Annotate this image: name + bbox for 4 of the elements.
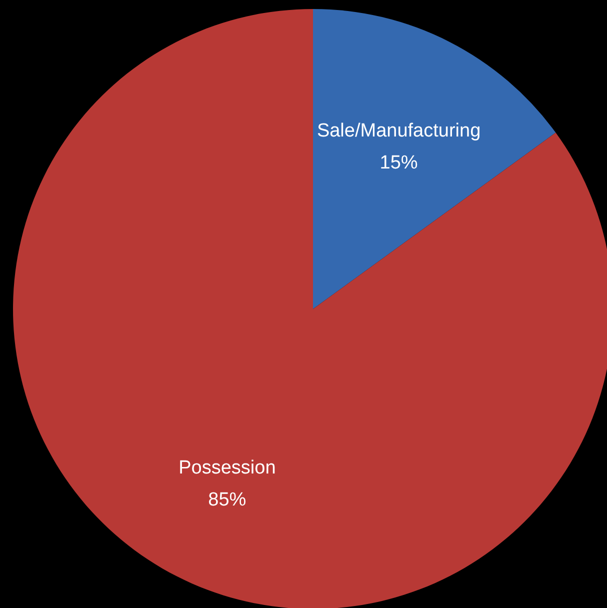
data-label: 15% — [380, 152, 418, 174]
data-label: 85% — [208, 489, 246, 510]
slice-label: Sale/Manufacturing — [316, 120, 481, 142]
slice-label: Possession — [178, 457, 276, 478]
